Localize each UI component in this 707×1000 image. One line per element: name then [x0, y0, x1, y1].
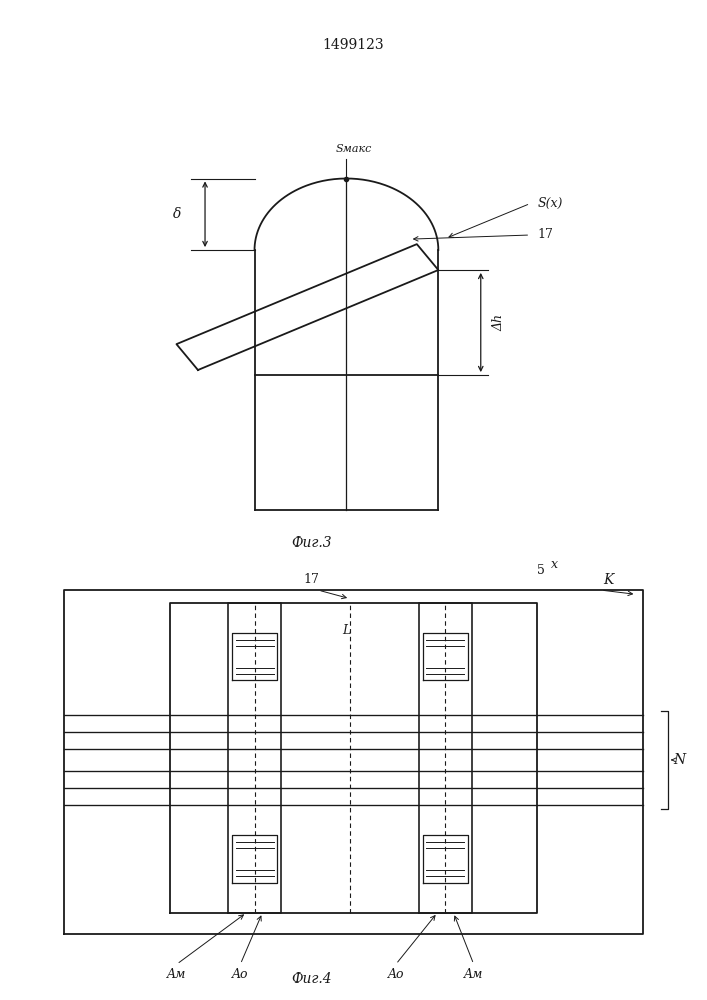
- Text: Δh: Δh: [492, 314, 505, 331]
- Text: Фиг.3: Фиг.3: [291, 536, 332, 550]
- Text: Aо: Aо: [232, 968, 249, 982]
- Text: Sмакс: Sмакс: [335, 143, 372, 153]
- Text: L: L: [342, 624, 351, 637]
- Text: δ: δ: [173, 207, 181, 221]
- Text: S(x): S(x): [537, 197, 563, 210]
- Text: Aм: Aм: [464, 968, 484, 982]
- Text: 17: 17: [303, 573, 319, 586]
- Text: N: N: [674, 753, 686, 767]
- Text: 17: 17: [537, 229, 553, 241]
- Text: x: x: [551, 558, 559, 572]
- Text: 5: 5: [537, 564, 545, 576]
- Text: Aо: Aо: [387, 968, 404, 982]
- Text: 1499123: 1499123: [322, 38, 385, 52]
- Text: K: K: [603, 573, 613, 587]
- Text: Фиг.4: Фиг.4: [291, 972, 332, 986]
- Text: Aм: Aм: [167, 968, 187, 982]
